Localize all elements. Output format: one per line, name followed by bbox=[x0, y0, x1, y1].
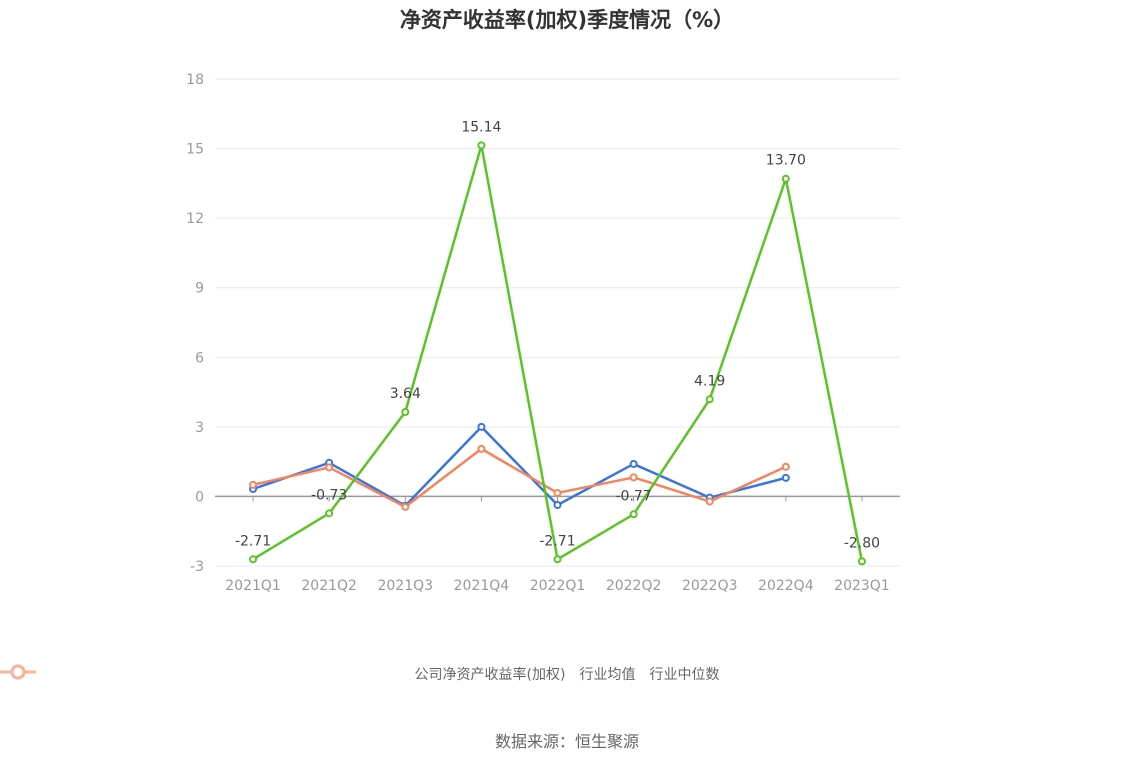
x-tick-label: 2021Q1 bbox=[225, 578, 281, 594]
data-point[interactable] bbox=[249, 555, 258, 564]
data-point[interactable] bbox=[249, 480, 258, 489]
legend-label: 行业均值 bbox=[579, 667, 636, 683]
y-tick-label: 3 bbox=[195, 420, 204, 436]
data-point[interactable] bbox=[781, 462, 790, 471]
data-point[interactable] bbox=[705, 497, 714, 506]
data-point[interactable] bbox=[325, 463, 334, 472]
chart-title: 净资产收益率(加权)季度情况（%） bbox=[399, 8, 735, 32]
data-point[interactable] bbox=[553, 488, 562, 497]
y-tick-label: -3 bbox=[190, 559, 204, 575]
x-tick-label: 2023Q1 bbox=[834, 578, 890, 594]
data-label: 15.14 bbox=[461, 119, 501, 135]
data-point[interactable] bbox=[629, 459, 638, 468]
y-tick-label: 9 bbox=[195, 281, 204, 297]
data-point[interactable] bbox=[629, 473, 638, 482]
data-point[interactable] bbox=[705, 395, 714, 404]
legend-label: 公司净资产收益率(加权) bbox=[414, 667, 566, 683]
legend-label: 行业中位数 bbox=[649, 667, 720, 683]
legend-line-circle-icon bbox=[0, 664, 36, 680]
line-chart: -3 0 3 6 9 12 15 18 2021Q1 2021Q2 2021Q3 2021Q4 2022… bbox=[186, 72, 900, 594]
data-label: 13.70 bbox=[766, 153, 806, 169]
data-point[interactable] bbox=[857, 557, 866, 566]
x-tick-label: 2022Q3 bbox=[682, 578, 738, 594]
x-tick-label: 2022Q1 bbox=[530, 578, 586, 594]
x-tick-label: 2021Q3 bbox=[377, 578, 433, 594]
data-point[interactable] bbox=[477, 444, 486, 453]
x-tick-label: 2022Q2 bbox=[606, 578, 662, 594]
data-label: -2.71 bbox=[539, 533, 575, 549]
y-tick-label: 6 bbox=[195, 350, 204, 366]
data-point[interactable] bbox=[553, 501, 562, 510]
y-tick-label: 18 bbox=[186, 72, 204, 88]
legend-item-company[interactable]: 公司净资产收益率(加权) bbox=[0, 664, 566, 684]
legend: 公司净资产收益率(加权) 行业均值 行业中位数 bbox=[0, 664, 1134, 684]
data-label: 3.64 bbox=[390, 386, 421, 402]
x-tick-label: 2021Q2 bbox=[301, 578, 357, 594]
y-tick-label: 0 bbox=[195, 489, 204, 505]
series-line bbox=[252, 425, 787, 507]
y-tick-label: 15 bbox=[186, 142, 204, 158]
data-label: -2.71 bbox=[235, 533, 271, 549]
x-tick-label: 2021Q4 bbox=[454, 578, 510, 594]
legend-item-industry-avg[interactable]: 行业均值 bbox=[0, 664, 636, 684]
x-tick-label: 2022Q4 bbox=[758, 578, 814, 594]
data-point[interactable] bbox=[325, 509, 334, 518]
data-point[interactable] bbox=[781, 473, 790, 482]
data-label: -0.73 bbox=[311, 487, 347, 503]
data-point[interactable] bbox=[781, 174, 790, 183]
data-point[interactable] bbox=[401, 408, 410, 417]
data-label: -2.80 bbox=[844, 535, 880, 551]
data-label: -0.77 bbox=[615, 488, 651, 504]
data-label: 4.19 bbox=[694, 373, 725, 389]
data-point[interactable] bbox=[477, 141, 486, 150]
data-point[interactable] bbox=[477, 422, 486, 431]
y-tick-label: 12 bbox=[186, 211, 204, 227]
data-point[interactable] bbox=[553, 555, 562, 564]
legend-item-industry-median[interactable]: 行业中位数 bbox=[0, 664, 720, 684]
data-point[interactable] bbox=[401, 502, 410, 511]
data-point[interactable] bbox=[629, 510, 638, 519]
series-line bbox=[252, 447, 787, 509]
data-source: 数据来源：恒生聚源 bbox=[494, 732, 639, 751]
